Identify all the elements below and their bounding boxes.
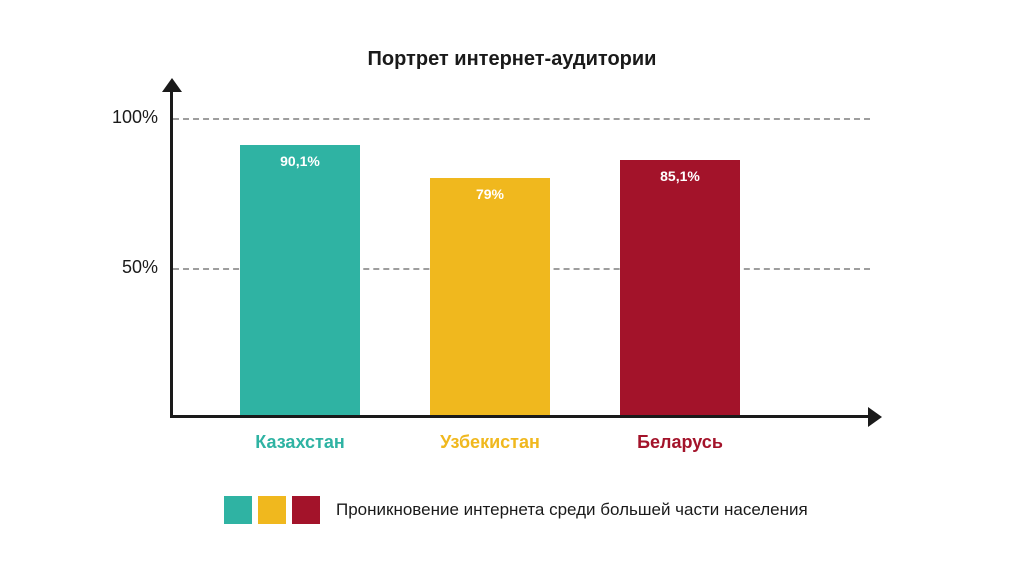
- legend-swatch: [224, 496, 252, 524]
- category-label: Беларусь: [600, 432, 760, 453]
- legend-swatch: [292, 496, 320, 524]
- category-label: Узбекистан: [410, 432, 570, 453]
- gridline: [173, 118, 870, 120]
- chart-plot-area: 90,1% 79% 85,1%: [170, 88, 870, 418]
- chart-container: Портрет интернет-аудитории 90,1% 79% 85,1%…: [0, 0, 1024, 576]
- legend: Проникновение интернета среди большей ча…: [224, 496, 808, 524]
- category-label: Казахстан: [220, 432, 380, 453]
- y-axis-arrow-icon: [162, 78, 182, 92]
- y-axis: [170, 88, 173, 418]
- x-axis-arrow-icon: [868, 407, 882, 427]
- x-axis: [170, 415, 870, 418]
- bar: 79%: [430, 178, 550, 415]
- y-tick-label: 100%: [78, 107, 158, 128]
- bar-value-label: 79%: [430, 186, 550, 202]
- legend-swatch: [258, 496, 286, 524]
- bar-value-label: 90,1%: [240, 153, 360, 169]
- bar: 90,1%: [240, 145, 360, 415]
- bar-value-label: 85,1%: [620, 168, 740, 184]
- bar: 85,1%: [620, 160, 740, 415]
- y-tick-label: 50%: [78, 257, 158, 278]
- legend-text: Проникновение интернета среди большей ча…: [336, 500, 808, 520]
- chart-title: Портрет интернет-аудитории: [0, 48, 1024, 71]
